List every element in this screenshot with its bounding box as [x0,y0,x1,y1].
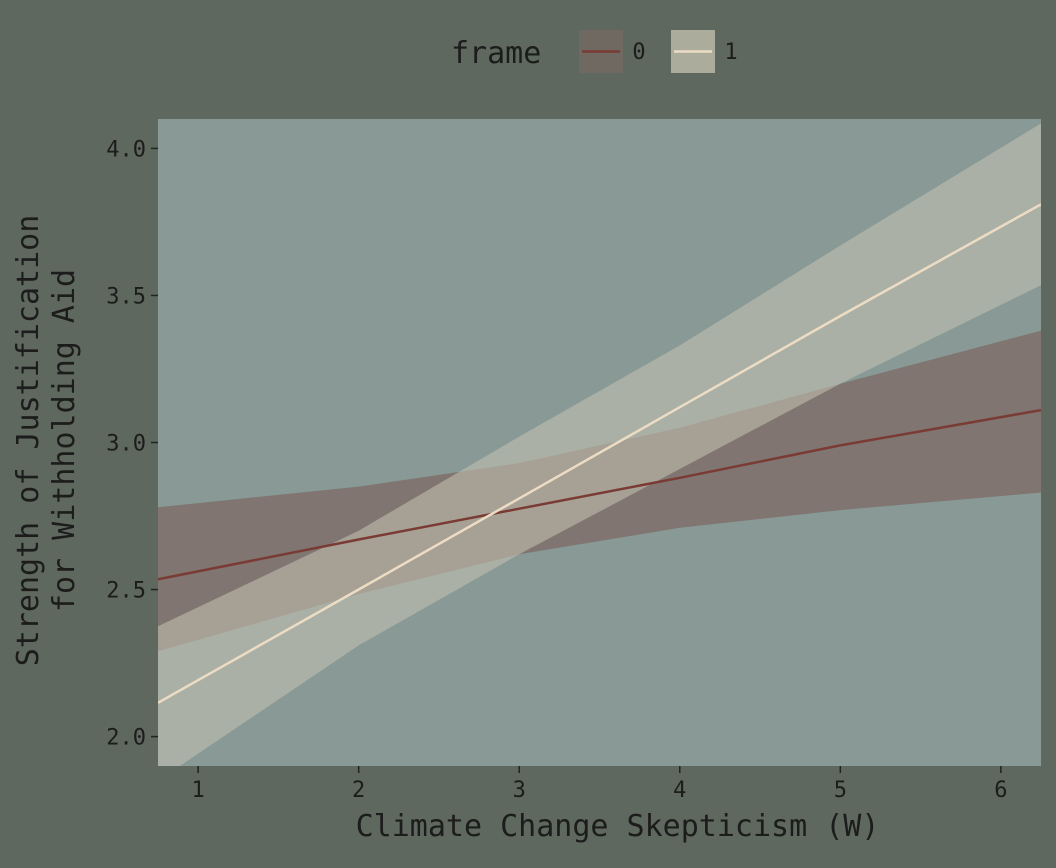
x-tick-label: 3 [513,778,526,803]
y-tick-label: 3.0 [106,432,146,457]
confidence-bands [158,123,1041,766]
legend-title: frame [451,36,541,71]
confidence-band-1 [158,123,1041,766]
x-axis-title: Climate Change Skepticism (W) [356,809,880,844]
series-line-1 [158,203,1041,704]
y-axis-title-line: for Withholding Aid [47,269,82,612]
series-lines [158,203,1041,704]
y-tick-label: 2.0 [106,726,146,751]
x-tick-label: 6 [994,778,1007,803]
y-axis-title-line: Strength of Justification [11,215,46,667]
y-tick-label: 2.5 [106,579,146,604]
x-axis-ticks: 1 2 3 4 5 6 [192,766,1007,803]
x-tick-label: 2 [352,778,365,803]
y-tick-label: 4.0 [106,137,146,162]
legend-label-0: 0 [632,40,645,65]
x-tick-label: 4 [673,778,686,803]
y-axis-title: Strength of Justificationfor Withholding… [11,215,82,667]
series-line-0 [158,408,1041,581]
x-tick-label: 5 [834,778,847,803]
y-axis-ticks: 2.0 2.5 3.0 3.5 4.0 [106,137,158,751]
legend-label-1: 1 [724,40,737,65]
y-tick-label: 3.5 [106,284,146,309]
x-tick-label: 1 [192,778,205,803]
